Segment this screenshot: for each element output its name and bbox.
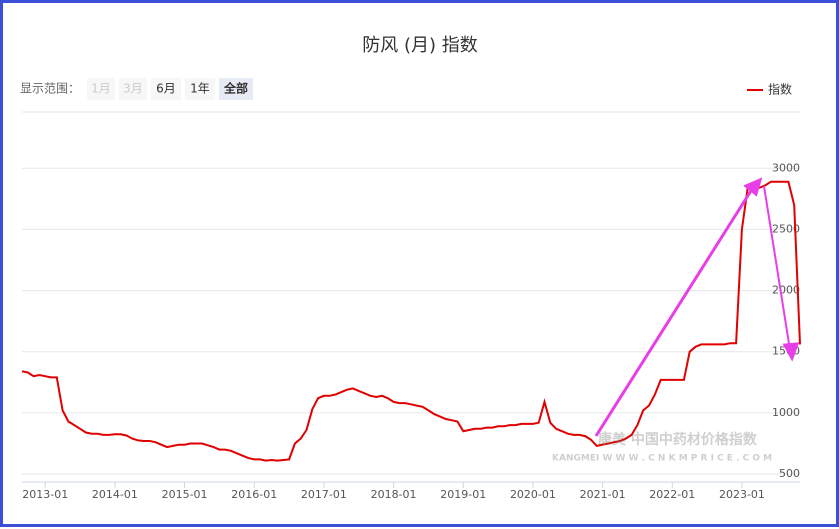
range-label: 显示范围： — [20, 82, 80, 96]
arrow-head — [782, 342, 800, 362]
chart-title: 防风 (月) 指数 — [362, 35, 478, 56]
annotation-arrows — [594, 177, 800, 437]
y-tick-label: 2000 — [772, 284, 800, 297]
y-tick-label: 2500 — [772, 222, 800, 235]
x-tick-label: 2013-01 — [22, 488, 68, 501]
x-tick-label: 2018-01 — [371, 488, 417, 501]
series-line — [21, 180, 801, 462]
watermark-sub: KANGMEI W W W . C N K M P R I C E . C O … — [552, 454, 772, 464]
range-button[interactable] — [119, 78, 147, 100]
arrow-up — [594, 185, 756, 437]
x-tick-label: 2022-01 — [649, 488, 695, 501]
range-button-label[interactable]: 1月 — [91, 82, 111, 96]
x-tick-label: 2023-01 — [719, 488, 765, 501]
y-tick-label: 3000 — [772, 161, 800, 174]
x-tick-label: 2020-01 — [510, 488, 556, 501]
y-tick-label: 1000 — [772, 406, 800, 419]
range-button[interactable] — [87, 78, 115, 100]
watermark: 康美 中国中药材价格指数 KANGMEI W W W . C N K M P R… — [552, 431, 772, 464]
y-tick-label: 500 — [779, 467, 800, 480]
range-button-label[interactable]: 3月 — [123, 82, 143, 96]
x-tick-label: 2014-01 — [92, 488, 138, 501]
x-tick-label: 2017-01 — [301, 488, 347, 501]
x-tick-label: 2016-01 — [231, 488, 277, 501]
arrow-head — [743, 177, 763, 197]
watermark-main: 康美 中国中药材价格指数 — [598, 431, 758, 448]
x-tick-label: 2021-01 — [580, 488, 626, 501]
range-button-label[interactable]: 6月 — [156, 82, 176, 96]
legend-label: 指数 — [768, 82, 792, 97]
x-tick-label: 2015-01 — [162, 488, 208, 501]
range-button[interactable] — [151, 78, 181, 100]
range-button-label[interactable]: 全部 — [223, 81, 248, 96]
arrow-down — [763, 185, 791, 351]
range-button-label[interactable]: 1年 — [190, 82, 210, 96]
x-tick-label: 2019-01 — [440, 488, 486, 501]
range-button[interactable] — [219, 78, 253, 100]
range-button[interactable] — [185, 78, 215, 100]
